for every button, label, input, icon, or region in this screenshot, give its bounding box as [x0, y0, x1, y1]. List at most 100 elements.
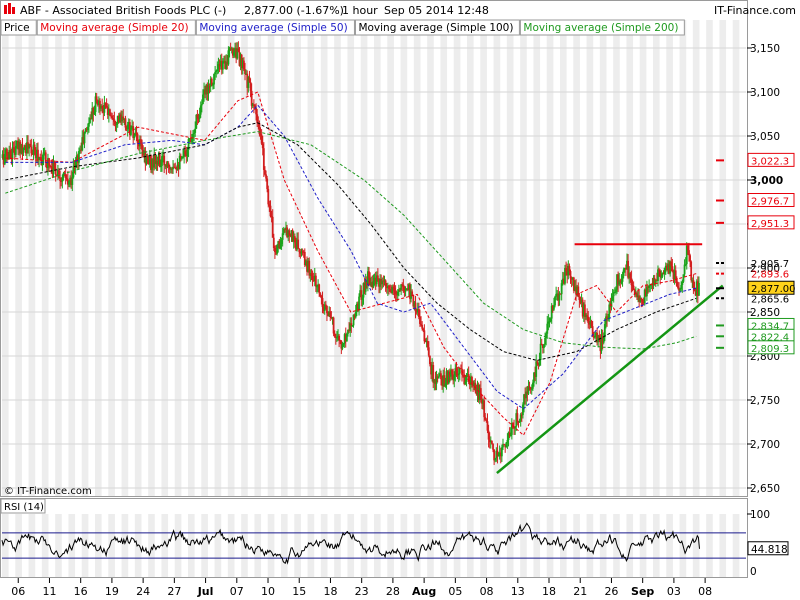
candle-body — [375, 275, 378, 285]
candle-body — [489, 440, 492, 443]
candle-body — [42, 152, 45, 160]
candle-body — [406, 288, 409, 290]
candle-body — [27, 142, 29, 149]
moving-averages-layer — [5, 91, 697, 437]
candle-body — [236, 48, 239, 59]
rsi-stripe — [347, 514, 355, 577]
candle-body — [524, 394, 527, 399]
candle-body — [105, 106, 108, 108]
candle-body — [141, 144, 143, 150]
candle-body — [20, 144, 23, 154]
y-tick-label: 3,000 — [750, 175, 783, 187]
candle-body — [685, 245, 688, 265]
candle-body — [533, 372, 535, 383]
candle-body — [678, 287, 680, 291]
candle-body — [431, 365, 434, 375]
candle-body — [427, 347, 430, 356]
candle-body — [93, 112, 96, 115]
candle-body — [527, 386, 530, 394]
candle-body — [566, 270, 569, 276]
x-tick-label: 03 — [667, 585, 681, 598]
rsi-stripe — [15, 514, 22, 577]
candle-body — [381, 280, 384, 285]
price-stripe — [68, 20, 76, 496]
candle-body — [671, 266, 674, 272]
candle-body — [301, 251, 304, 253]
candle-body — [502, 444, 504, 448]
candle-body — [106, 107, 109, 115]
candle-body — [384, 280, 387, 287]
candle-body — [448, 371, 451, 377]
x-tick-label: 16 — [74, 585, 88, 598]
y-tick-label: 2,750 — [750, 395, 780, 407]
candle-body — [653, 278, 656, 285]
candle-body — [364, 280, 367, 292]
candle-body — [274, 247, 276, 253]
price-stripe — [493, 20, 501, 496]
rsi-stripe — [706, 514, 713, 577]
candle-body — [323, 304, 326, 311]
candle-body — [443, 375, 446, 387]
price-stripe — [320, 20, 328, 496]
rsi-stripe — [320, 514, 328, 577]
candle-body — [398, 289, 400, 292]
candle-body — [579, 300, 582, 303]
candle-body — [403, 286, 406, 292]
candle-body — [256, 114, 259, 123]
x-tick-label: Sep — [631, 585, 654, 598]
candle-body — [292, 236, 295, 242]
candle-body — [606, 316, 608, 320]
candle-body — [424, 341, 427, 343]
price-stripe — [573, 20, 580, 496]
header-interval: 1 hour — [342, 4, 378, 17]
candle-body — [333, 333, 336, 337]
candle-body — [669, 261, 672, 274]
legend-item-box — [36, 19, 196, 36]
candle-body — [633, 289, 636, 295]
candle-body — [224, 60, 226, 69]
candle-body — [95, 96, 98, 101]
candle-body — [681, 281, 684, 285]
candle-body — [45, 162, 48, 168]
candle-body — [208, 86, 211, 88]
candle-body — [241, 60, 244, 69]
candle-body — [425, 341, 428, 343]
candle-body — [652, 278, 655, 285]
candle-body — [196, 114, 199, 119]
candle-body — [261, 143, 264, 149]
candle-body — [199, 105, 202, 115]
price-mark-label: 2,865.6 — [751, 294, 789, 305]
candle-body — [385, 286, 388, 289]
price-stripe — [28, 20, 36, 496]
candle-body — [215, 70, 218, 73]
price-stripe — [81, 20, 89, 496]
candle-body — [265, 174, 267, 179]
candle-body — [599, 338, 602, 352]
rsi-stripe — [520, 514, 527, 577]
price-mark-box — [747, 193, 795, 208]
candle-body — [111, 115, 114, 119]
candle-body — [39, 157, 42, 159]
candle-body — [258, 123, 261, 135]
candle-body — [680, 284, 683, 290]
candle-body — [128, 122, 131, 135]
candle-body — [114, 121, 117, 125]
candle-body — [693, 287, 696, 292]
header-title: ABF - Associated British Foods PLC (-) — [20, 4, 226, 17]
candle-body — [609, 304, 612, 308]
legend-item-box — [354, 19, 520, 36]
candle-body — [595, 332, 597, 336]
candle-body — [548, 321, 551, 323]
candle-body — [317, 284, 319, 287]
candle-body — [9, 150, 12, 155]
candle-body — [395, 294, 398, 296]
candle-body — [109, 109, 111, 116]
watermark: © IT-Finance.com — [4, 486, 92, 497]
candle-body — [220, 60, 223, 70]
candle-body — [308, 260, 311, 276]
candle-body — [226, 61, 229, 65]
candle-body — [603, 324, 606, 338]
candle-body — [167, 163, 170, 168]
candle-body — [326, 305, 328, 314]
candle-body — [83, 132, 86, 144]
